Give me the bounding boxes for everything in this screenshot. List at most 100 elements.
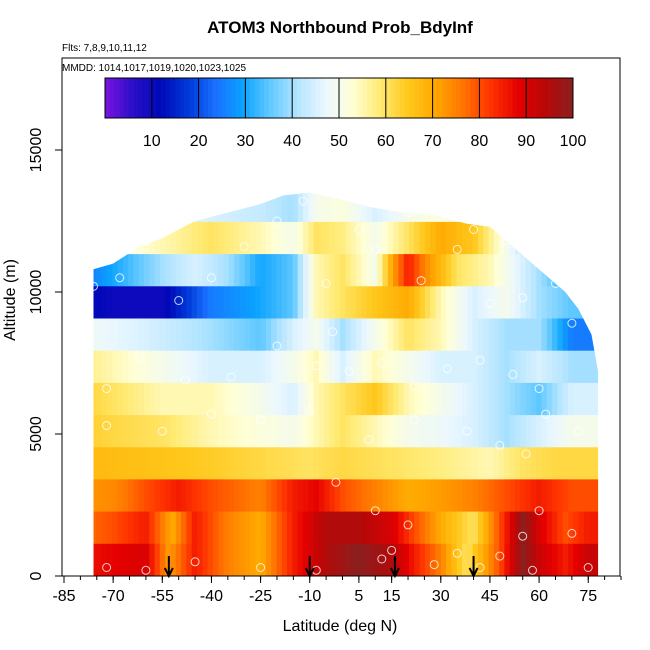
heatmap-cell: [568, 254, 574, 287]
heatmap-cell: [424, 254, 431, 287]
heatmap-cell: [371, 221, 378, 255]
heatmap-cell: [530, 318, 537, 352]
heatmap-cell: [86, 222, 92, 255]
heatmap-cell: [552, 447, 558, 480]
heatmap-cell: [393, 511, 399, 545]
colorbar-segment: [128, 78, 134, 118]
heatmap-cell: [250, 479, 256, 512]
heatmap-cell: [594, 286, 599, 319]
x-tick-label: -25: [249, 588, 272, 605]
heatmap-cell: [530, 382, 537, 416]
heatmap-cell: [462, 511, 468, 545]
heatmap-cell: [197, 543, 203, 576]
heatmap-cell: [223, 221, 230, 255]
colorbar-segment: [315, 78, 321, 118]
heatmap-cell: [106, 543, 113, 576]
heatmap-cell: [138, 382, 145, 416]
heatmap-cell: [345, 479, 352, 512]
heatmap-cell: [207, 382, 214, 416]
heatmap-cell: [419, 318, 426, 352]
sample-point: [485, 298, 495, 308]
heatmap-cell: [451, 286, 458, 319]
heatmap-cell: [515, 543, 521, 576]
sample-point: [573, 426, 583, 436]
heatmap-cell: [361, 479, 367, 512]
heatmap-cell: [525, 350, 532, 384]
heatmap-cell: [573, 254, 579, 287]
heatmap-cell: [86, 415, 92, 448]
heatmap-cell: [287, 479, 293, 512]
heatmap-cell: [186, 543, 193, 576]
sample-point: [583, 563, 593, 572]
heatmap-cell: [435, 511, 442, 545]
sample-point: [403, 520, 413, 530]
heatmap-cell: [361, 221, 367, 255]
heatmap-cell: [419, 350, 426, 384]
heatmap-cell: [297, 415, 304, 448]
heatmap-cell: [530, 254, 537, 287]
heatmap-cell: [159, 479, 166, 512]
heatmap-cell: [440, 511, 447, 545]
heatmap-cell: [271, 415, 277, 448]
sample-point: [370, 244, 380, 254]
heatmap-cell: [170, 447, 177, 480]
heatmap-cell: [488, 382, 495, 416]
heatmap-cell: [128, 350, 134, 384]
sample-point: [429, 560, 439, 570]
heatmap-cell: [117, 415, 124, 448]
colorbar-segment: [165, 78, 171, 118]
heatmap-cell: [212, 318, 219, 352]
heatmap-cell: [403, 415, 410, 448]
heatmap-cell: [228, 254, 235, 287]
heatmap-cell: [324, 350, 330, 384]
sample-point: [331, 477, 341, 487]
heatmap-cell: [451, 350, 458, 384]
heatmap-cell: [181, 447, 187, 480]
colorbar-tick-label: 70: [424, 133, 442, 150]
heatmap-cell: [260, 221, 267, 255]
heatmap-cell: [223, 382, 230, 416]
heatmap-cell: [515, 511, 521, 545]
x-tick-label: -40: [200, 588, 223, 605]
heatmap-cell: [239, 221, 246, 255]
heatmap-cell: [350, 511, 357, 545]
heatmap-cell: [260, 543, 267, 576]
heatmap-cell: [202, 382, 208, 416]
heatmap-cell: [313, 286, 320, 319]
heatmap-cell: [589, 350, 595, 384]
heatmap-cell: [600, 383, 606, 416]
heatmap-cell: [159, 221, 166, 255]
heatmap-cell: [525, 479, 532, 512]
heatmap-cell: [117, 192, 124, 223]
heatmap-cell: [568, 479, 574, 512]
heatmap-cell: [366, 479, 373, 512]
heatmap-cell: [350, 479, 357, 512]
heatmap-layer: [80, 192, 606, 577]
heatmap-cell: [493, 479, 500, 512]
heatmap-cell: [186, 415, 193, 448]
chart-title: ATOM3 Northbound Prob_BdyInf: [207, 18, 473, 37]
heatmap-cell: [600, 319, 606, 352]
sample-point: [508, 369, 518, 379]
heatmap-cell: [440, 192, 447, 223]
heatmap-cell: [467, 192, 473, 223]
heatmap-cell: [112, 382, 118, 416]
heatmap-cell: [144, 511, 150, 545]
heatmap-cell: [366, 318, 373, 352]
heatmap-cell: [435, 479, 442, 512]
colorbar-segment: [343, 78, 349, 118]
heatmap-cell: [128, 318, 134, 352]
sample-point: [495, 551, 505, 561]
heatmap-cell: [594, 447, 599, 480]
heatmap-cell: [371, 479, 378, 512]
heatmap-cell: [80, 544, 86, 577]
heatmap-cell: [117, 221, 124, 255]
heatmap-cell: [562, 192, 569, 223]
heatmap-cell: [112, 350, 118, 384]
colorbar-segment: [278, 78, 284, 118]
heatmap-cell: [202, 479, 208, 512]
heatmap-cell: [207, 511, 214, 545]
heatmap-cell: [440, 479, 447, 512]
heatmap-cell: [361, 192, 367, 223]
heatmap-cell: [509, 415, 516, 448]
